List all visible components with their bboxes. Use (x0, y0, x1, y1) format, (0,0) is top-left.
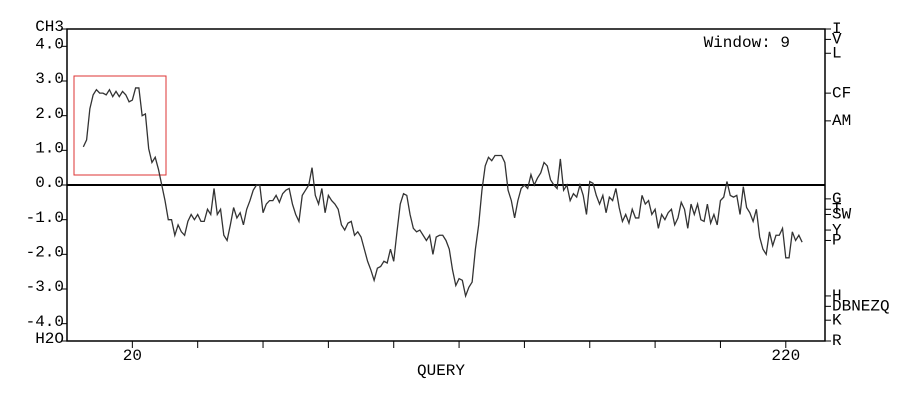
y-tick-label: 2.0 (35, 105, 64, 123)
x-tick-label: 220 (771, 347, 800, 365)
hydropathy-line (82, 87, 803, 299)
y2-tick-label: AM (832, 112, 851, 130)
y-tick-label: -1.0 (26, 209, 64, 227)
y2-tick-label: Y (832, 221, 842, 239)
y2-tick-label: R (832, 332, 842, 350)
y-tick-label: CH3 (35, 18, 64, 36)
y-tick-label: 0.0 (35, 174, 64, 192)
y2-tick-label: L (832, 44, 842, 62)
y2-tick-label: DBNEZQ (832, 298, 890, 316)
x-axis-label: QUERY (417, 362, 465, 380)
y-tick-label: -3.0 (26, 278, 64, 296)
y-tick-label: 4.0 (35, 36, 64, 54)
y2-tick-label: K (832, 311, 842, 329)
y2-tick-label: P (832, 232, 842, 250)
y2-tick-label: I (832, 20, 842, 38)
y-tick-label: H2O (35, 330, 64, 348)
y2-tick-label: G (832, 190, 842, 208)
y2-tick-label: SW (832, 206, 852, 224)
y-tick-label: -4.0 (26, 313, 64, 331)
highlight-box (73, 75, 167, 176)
y2-tick-label: H (832, 287, 842, 305)
y2-tick-label: T (832, 200, 842, 218)
x-tick-label: 20 (123, 347, 142, 365)
y-tick-label: -2.0 (26, 244, 64, 262)
y2-tick-label: V (832, 31, 842, 49)
y-tick-label: 3.0 (35, 70, 64, 88)
y-tick-label: 1.0 (35, 140, 64, 158)
y2-tick-label: CF (832, 84, 851, 102)
window-label: Window: 9 (704, 34, 790, 52)
